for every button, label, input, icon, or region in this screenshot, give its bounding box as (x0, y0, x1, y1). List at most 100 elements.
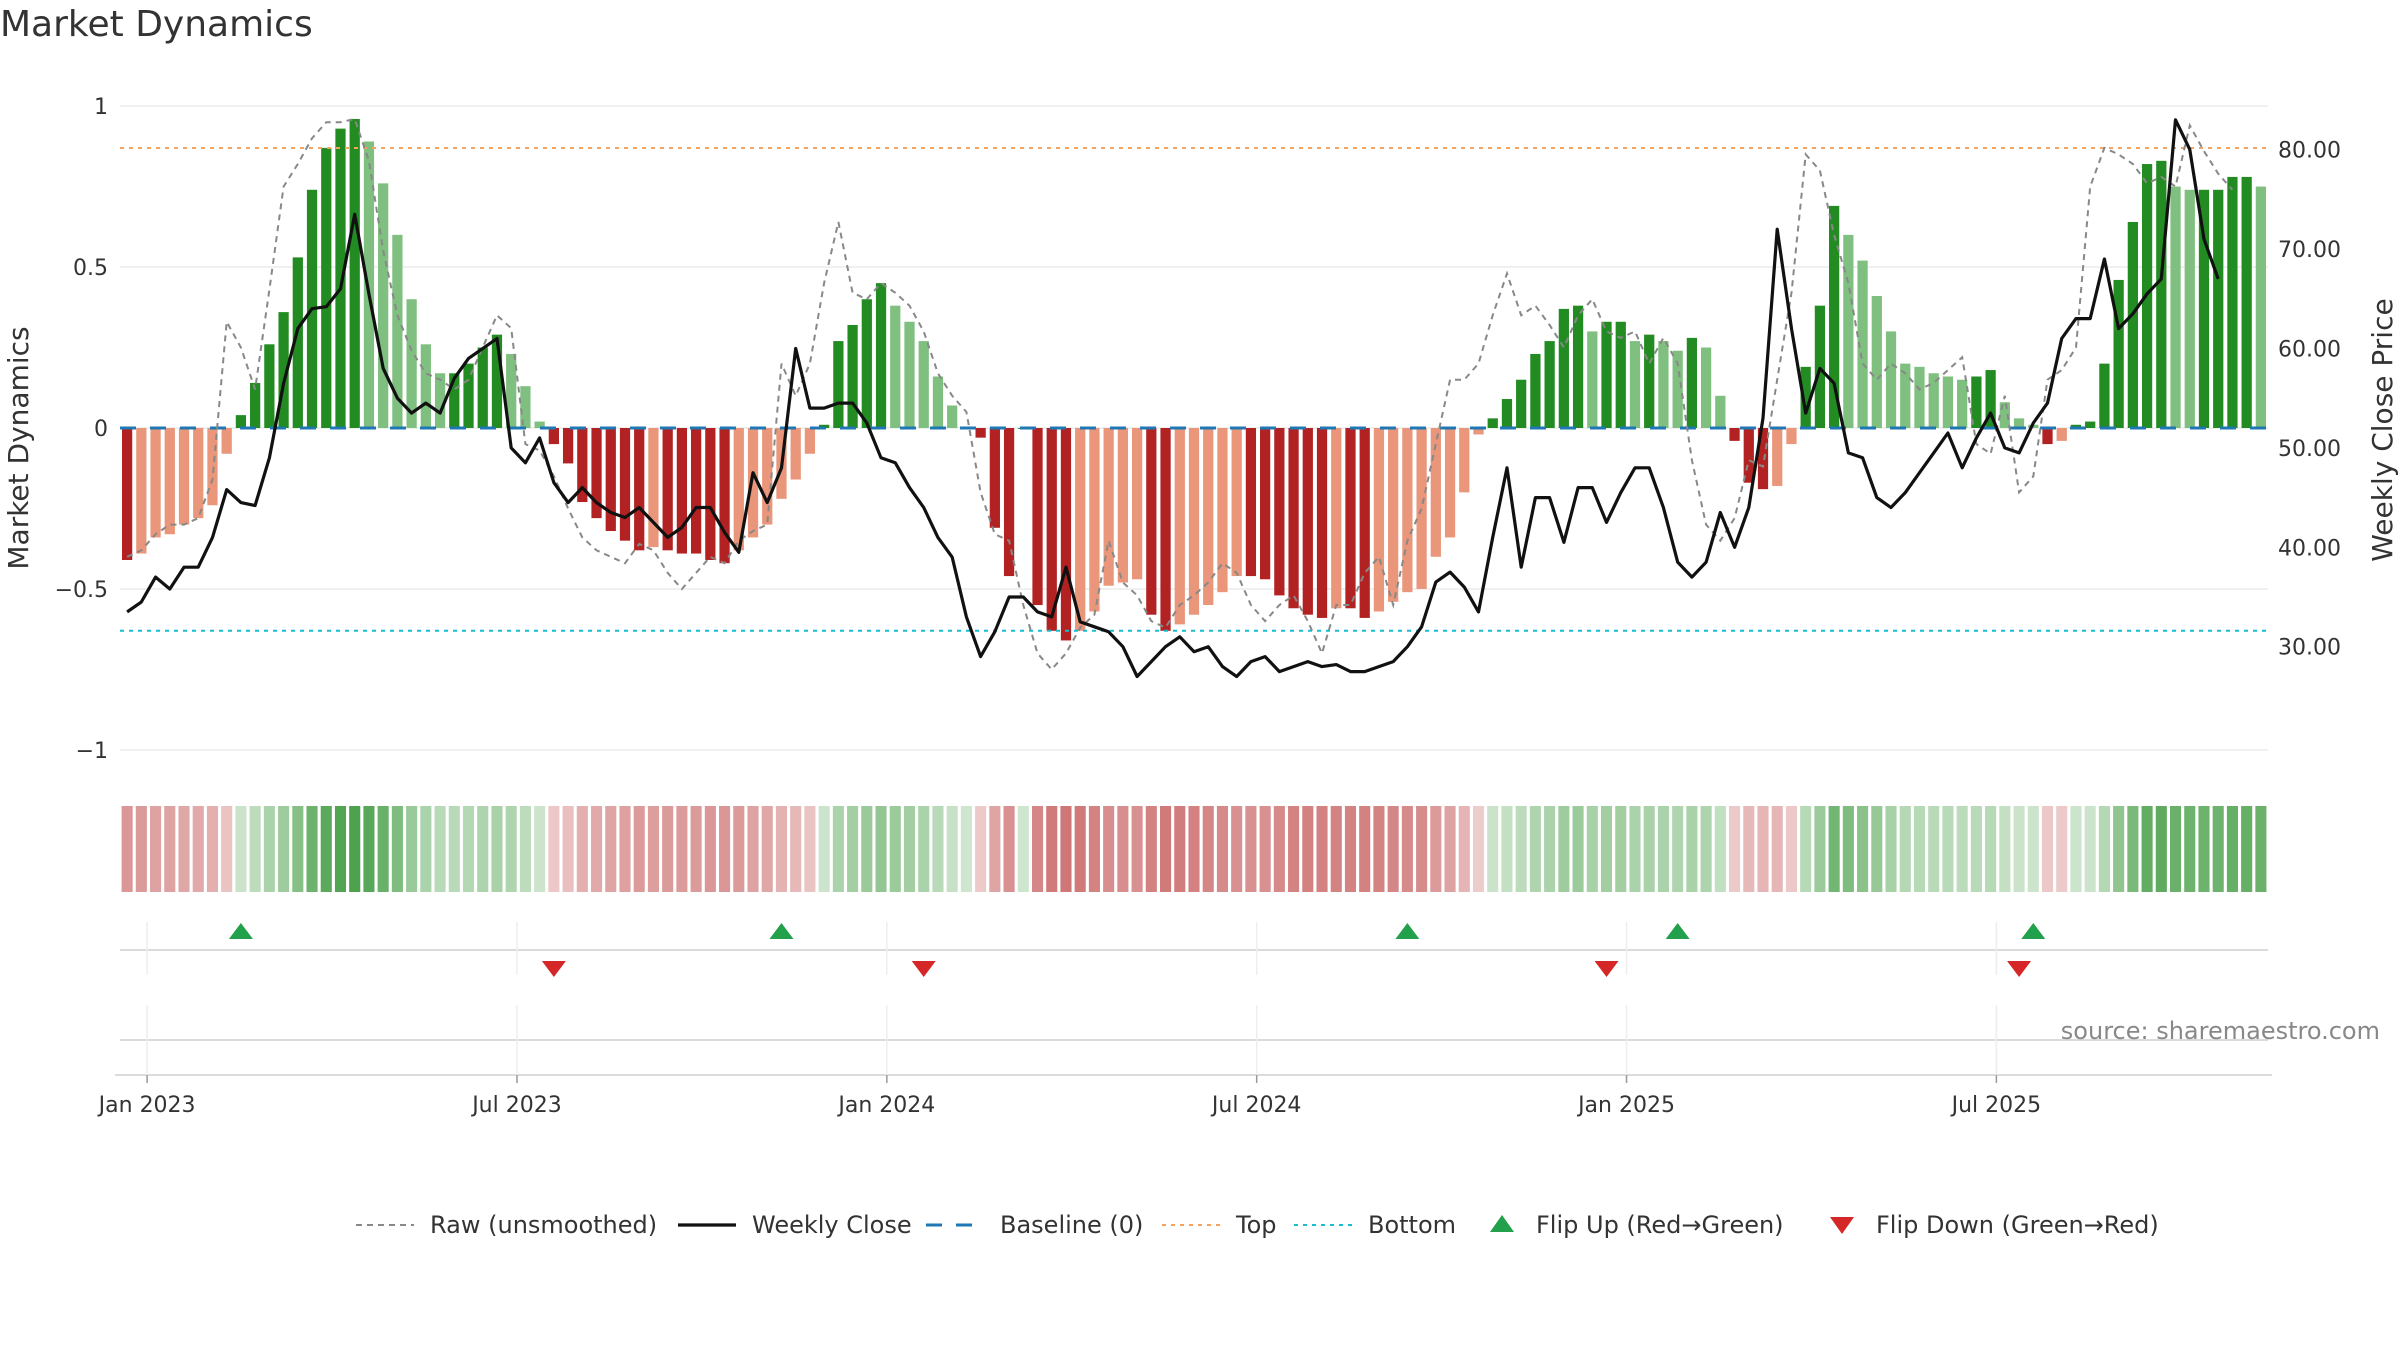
histogram-bar (1857, 260, 1868, 428)
histogram-bar (2241, 176, 2252, 428)
histogram-bar (1217, 428, 1228, 593)
histogram-bar (1601, 321, 1612, 428)
regime-cell (1970, 806, 1982, 892)
histogram-bar (947, 405, 958, 428)
histogram-bar (221, 428, 232, 454)
regime-cell (1046, 806, 1058, 892)
histogram-bar (619, 428, 631, 541)
regime-cell (1544, 806, 1556, 892)
regime-cell (121, 806, 133, 892)
legend: Raw (unsmoothed) Weekly Close Baseline (0)… (356, 1211, 2159, 1239)
regime-cell (2041, 806, 2054, 892)
histogram-bar (164, 428, 175, 535)
histogram-bar (1487, 418, 1498, 428)
regime-cell (406, 806, 418, 892)
y-left-tick-label: 0.5 (73, 256, 108, 281)
regime-cell (1017, 806, 1029, 892)
histogram-bar (1957, 379, 1968, 428)
regime-cell (1202, 806, 1214, 892)
histogram-bar (1644, 334, 1655, 428)
regime-cell (2255, 806, 2267, 892)
regime-cell (832, 806, 844, 892)
histogram-bar (1530, 353, 1541, 428)
y-left-axis-label: Market Dynamics (2, 326, 35, 569)
histogram-bar (2085, 421, 2096, 428)
regime-cell (1501, 806, 1513, 892)
regime-strip (121, 806, 2267, 892)
histogram-bar (591, 428, 602, 519)
histogram-bar (975, 428, 986, 438)
regime-cell (1103, 806, 1115, 892)
histogram-bar (278, 312, 289, 428)
regime-cell (2113, 806, 2125, 892)
regime-cell (1743, 806, 1755, 892)
histogram-bar (904, 321, 915, 428)
regime-cell (306, 806, 318, 892)
y-right-tick-label: 30.00 (2278, 636, 2341, 661)
y-left-tick-label: −1 (76, 739, 108, 764)
regime-cell (719, 806, 731, 892)
regime-cell (505, 806, 517, 892)
histogram-bar (1587, 331, 1598, 428)
histogram-bar (577, 428, 588, 503)
regime-cell (1885, 806, 1897, 892)
histogram-bar (292, 257, 303, 428)
regime-cell (420, 806, 432, 892)
regime-cell (1800, 806, 1812, 892)
regime-cell (164, 806, 176, 892)
flip-up-marker (2021, 923, 2046, 939)
histogram-bar (1388, 428, 1399, 602)
regime-cell (349, 806, 361, 892)
legend-item: Flip Up (Red→Green) (1490, 1211, 1784, 1239)
regime-cell (1344, 806, 1357, 892)
legend-swatch-flip-up (1490, 1215, 1514, 1232)
histogram-bar (833, 341, 844, 428)
regime-cell (1487, 806, 1499, 892)
histogram-bar (819, 424, 830, 428)
regime-cell (1700, 806, 1712, 892)
histogram-bar (861, 299, 872, 428)
histogram-bar (1501, 399, 1513, 428)
histogram-bar (1146, 428, 1157, 615)
regime-cell (704, 806, 716, 892)
regime-cell (1231, 806, 1243, 892)
histogram-bar (804, 428, 816, 454)
regime-cell (1074, 806, 1086, 892)
histogram-bar (548, 428, 559, 445)
regime-cell (1515, 806, 1527, 892)
regime-cell (448, 806, 460, 892)
regime-cell (249, 806, 261, 892)
regime-cell (1586, 806, 1598, 892)
flip-up-marker (228, 923, 253, 939)
histogram-bar (2013, 418, 2025, 428)
regime-cell (889, 806, 901, 892)
regime-cell (1643, 806, 1655, 892)
histogram-bar (605, 428, 616, 532)
regime-cell (462, 806, 475, 892)
histogram-bar (1786, 428, 1797, 445)
regime-cell (2169, 806, 2182, 892)
source-note: source: sharemaestro.com (2061, 1017, 2380, 1045)
regime-cell (1245, 806, 1257, 892)
regime-cell (1558, 806, 1570, 892)
regime-cell (377, 806, 389, 892)
histogram-bar (420, 344, 431, 428)
regime-cell (875, 806, 887, 892)
histogram-bar (534, 421, 545, 428)
histogram-bar (335, 128, 346, 428)
legend-label: Weekly Close (752, 1211, 912, 1239)
histogram-bar (1117, 428, 1128, 583)
histogram-bar (1245, 428, 1257, 577)
legend-label: Flip Down (Green→Red) (1876, 1211, 2159, 1239)
histogram-bar (1473, 428, 1484, 435)
histogram-bar (1558, 308, 1569, 428)
legend-swatch-flip-down (1830, 1217, 1854, 1234)
histogram-bar (2156, 160, 2167, 429)
histogram-bar (1971, 376, 1982, 428)
regime-cell (1600, 806, 1613, 892)
histogram-bar (1430, 428, 1441, 557)
regime-cell (1842, 806, 1854, 892)
legend-item: Weekly Close (678, 1211, 912, 1239)
regime-cell (662, 806, 674, 892)
regime-cell (178, 806, 190, 892)
